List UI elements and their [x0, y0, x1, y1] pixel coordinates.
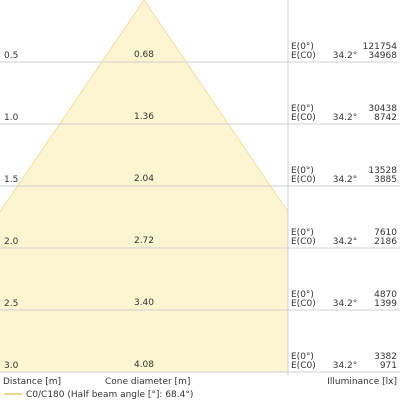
ec0-label: E(C0) — [291, 237, 316, 247]
e0-value: 13528 — [368, 166, 397, 176]
e0-value: 4870 — [374, 290, 397, 300]
e0-label: E(0°) — [291, 42, 314, 52]
illuminance-axis-label: Illuminance [lx] — [327, 377, 397, 387]
ec0-value: 3885 — [374, 175, 397, 185]
half-angle: 34.2° — [333, 237, 358, 247]
diameter-label: 2.72 — [134, 236, 154, 246]
diameter-label: 4.08 — [134, 360, 154, 370]
diameter-label: 2.04 — [134, 174, 154, 184]
ec0-label: E(C0) — [291, 113, 316, 123]
e0-label: E(0°) — [291, 228, 314, 238]
y-tick-label: 3.0 — [4, 361, 19, 371]
diameter-label: 0.68 — [134, 50, 154, 60]
half-angle: 34.2° — [333, 175, 358, 185]
distance-axis-label: Distance [m] — [3, 377, 61, 387]
ec0-value: 1399 — [374, 299, 397, 309]
ec0-label: E(C0) — [291, 361, 316, 371]
ec0-value: 8742 — [374, 113, 397, 123]
diameter-axis-label: Cone diameter [m] — [105, 377, 190, 387]
y-tick-label: 1.0 — [4, 113, 19, 123]
diameter-label: 3.40 — [134, 298, 154, 308]
ec0-label: E(C0) — [291, 299, 316, 309]
half-angle: 34.2° — [333, 51, 358, 61]
e0-label: E(0°) — [291, 104, 314, 114]
legend-label: C0/C180 (Half beam angle [°]: 68.4°) — [26, 390, 193, 400]
half-angle: 34.2° — [333, 361, 358, 371]
half-angle: 34.2° — [333, 299, 358, 309]
e0-label: E(0°) — [291, 290, 314, 300]
ec0-value: 34968 — [368, 51, 397, 61]
e0-value: 3382 — [374, 352, 397, 362]
ec0-label: E(C0) — [291, 175, 316, 185]
ec0-value: 2186 — [374, 237, 397, 247]
half-angle: 34.2° — [333, 113, 358, 123]
diameter-label: 1.36 — [134, 112, 154, 122]
y-tick-label: 0.5 — [4, 51, 18, 61]
e0-value: 121754 — [363, 42, 398, 52]
y-tick-label: 2.0 — [4, 237, 19, 247]
e0-value: 30438 — [368, 104, 397, 114]
e0-value: 7610 — [374, 228, 397, 238]
ec0-value: 971 — [380, 361, 397, 371]
y-tick-label: 1.5 — [4, 175, 18, 185]
e0-label: E(0°) — [291, 166, 314, 176]
e0-label: E(0°) — [291, 352, 314, 362]
ec0-label: E(C0) — [291, 51, 316, 61]
y-tick-label: 2.5 — [4, 299, 18, 309]
